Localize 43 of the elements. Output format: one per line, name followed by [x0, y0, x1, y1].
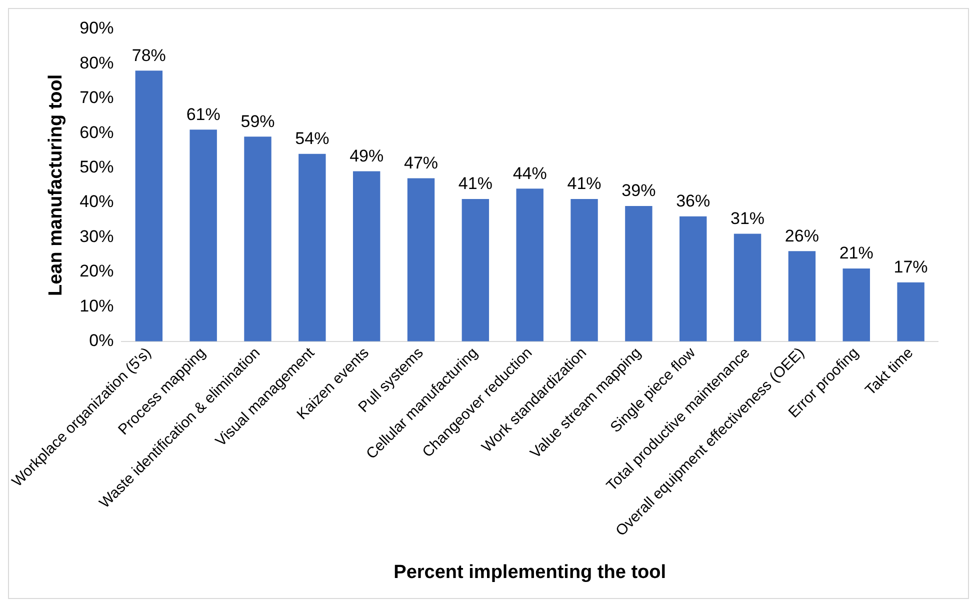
data-label: 41%	[567, 174, 602, 194]
y-tick-label: 60%	[80, 122, 114, 142]
data-label: 78%	[132, 46, 166, 65]
bar	[352, 171, 380, 342]
data-label: 59%	[240, 112, 275, 131]
y-tick-label: 0%	[89, 331, 114, 350]
bar	[407, 178, 435, 342]
data-label: 17%	[894, 258, 928, 277]
y-tick-label: 10%	[80, 296, 114, 316]
bar	[734, 234, 762, 342]
y-tick-label: 30%	[80, 226, 114, 246]
data-label: 47%	[404, 153, 438, 172]
y-tick-label: 20%	[80, 262, 114, 281]
bar	[788, 251, 816, 342]
data-label: 44%	[512, 164, 547, 183]
bar	[842, 268, 870, 342]
bar	[244, 136, 272, 342]
x-tick-label: Takt time	[862, 344, 917, 399]
y-tick-label: 90%	[80, 18, 114, 38]
y-axis-title: Lean manufacturing tool	[46, 74, 67, 296]
bar	[135, 70, 163, 342]
bar	[680, 216, 707, 342]
data-label: 54%	[295, 129, 330, 148]
bar	[625, 206, 652, 342]
bar	[190, 130, 217, 342]
data-label: 31%	[730, 208, 765, 228]
data-label: 39%	[622, 181, 656, 200]
y-tick-label: 50%	[80, 158, 114, 176]
bar	[462, 199, 490, 342]
y-tick-label: 70%	[80, 88, 114, 108]
bar	[298, 154, 326, 342]
y-tick-label: 80%	[80, 53, 114, 72]
bar	[897, 282, 924, 342]
data-label: 21%	[839, 244, 874, 263]
data-label: 49%	[350, 146, 384, 166]
data-label: 26%	[784, 226, 819, 246]
data-label: 61%	[186, 104, 220, 124]
data-label: 41%	[458, 174, 492, 194]
bar	[516, 188, 544, 342]
x-axis-title: Percent implementing the tool	[394, 562, 666, 583]
bar	[570, 199, 598, 342]
y-tick-label: 40%	[80, 192, 114, 212]
data-label: 36%	[676, 192, 710, 211]
